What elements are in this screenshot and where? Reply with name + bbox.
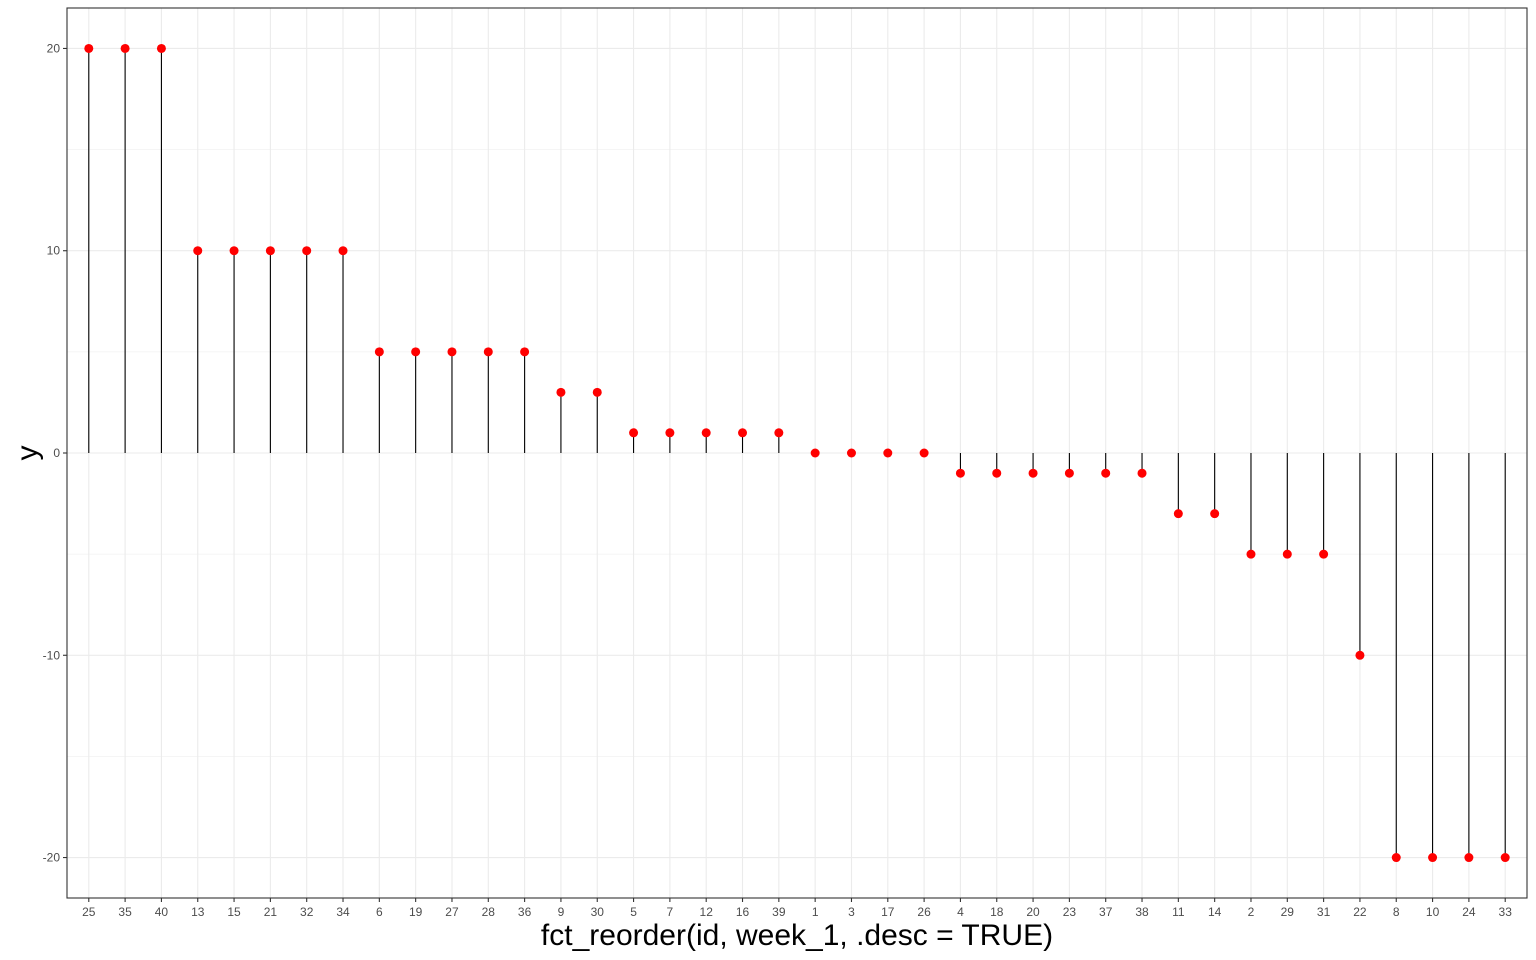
point-40 [156,43,166,53]
x-tick-label: 23 [1063,905,1077,919]
x-tick-label: 38 [1135,905,1149,919]
point-28 [483,347,493,357]
x-axis-ticks: 25 35 40 13 15 21 32 34 6 19 27 28 36 9 30 5 7 12 16 39 1 3 17… [82,898,1512,919]
x-tick-label: 19 [409,905,423,919]
x-tick-label: 25 [82,905,96,919]
x-tick-label: 28 [482,905,496,919]
y-axis-title: y [11,446,44,461]
point-32 [302,246,312,256]
point-21 [265,246,275,256]
point-3 [846,448,856,458]
point-2 [1246,549,1256,559]
x-tick-label: 24 [1462,905,1476,919]
data-points [84,43,1510,863]
point-12 [701,428,711,438]
point-24 [1464,853,1474,863]
x-tick-label: 20 [1026,905,1040,919]
x-tick-label: 39 [772,905,786,919]
x-tick-label: 4 [957,905,964,919]
x-tick-label: 16 [736,905,750,919]
point-17 [883,448,893,458]
x-tick-label: 3 [848,905,855,919]
point-20 [1028,468,1038,478]
x-tick-label: 21 [264,905,278,919]
x-tick-label: 10 [1426,905,1440,919]
point-13 [193,246,203,256]
point-36 [520,347,530,357]
point-39 [774,428,784,438]
point-29 [1282,549,1292,559]
y-tick-label: 0 [53,446,60,460]
y-axis-ticks: -20 -10 0 10 20 [43,41,67,865]
x-tick-label: 13 [191,905,205,919]
point-37 [1101,468,1111,478]
x-tick-label: 12 [700,905,714,919]
x-tick-label: 15 [227,905,241,919]
x-tick-label: 22 [1353,905,1367,919]
point-6 [374,347,384,357]
point-34 [338,246,348,256]
point-25 [84,43,94,53]
x-tick-label: 33 [1499,905,1513,919]
x-tick-label: 30 [591,905,605,919]
stems [88,48,1506,858]
point-18 [992,468,1002,478]
point-1 [810,448,820,458]
point-19 [411,347,421,357]
point-27 [447,347,457,357]
major-gridlines [67,8,1527,898]
x-tick-label: 5 [630,905,637,919]
x-tick-label: 14 [1208,905,1222,919]
point-38 [1137,468,1147,478]
point-4 [955,468,965,478]
point-8 [1391,853,1401,863]
point-11 [1173,509,1183,519]
x-tick-label: 9 [558,905,565,919]
y-tick-label: -20 [43,851,61,865]
point-7 [665,428,675,438]
x-tick-label: 6 [376,905,383,919]
x-tick-label: 40 [155,905,169,919]
x-axis-title: fct_reorder(id, week_1, .desc = TRUE) [541,919,1053,952]
point-5 [629,428,639,438]
x-tick-label: 36 [518,905,532,919]
x-tick-label: 26 [917,905,931,919]
x-tick-label: 35 [118,905,132,919]
x-tick-label: 27 [445,905,459,919]
x-tick-label: 17 [881,905,895,919]
point-31 [1319,549,1329,559]
x-tick-label: 7 [667,905,674,919]
x-tick-label: 11 [1172,905,1185,919]
point-26 [919,448,929,458]
point-10 [1428,853,1438,863]
y-tick-label: -10 [43,648,61,662]
point-35 [120,43,130,53]
point-30 [592,387,602,397]
y-tick-label: 20 [47,41,61,55]
point-23 [1064,468,1074,478]
x-tick-label: 1 [812,905,819,919]
x-tick-label: 32 [300,905,314,919]
y-tick-label: 10 [47,244,61,258]
x-tick-label: 34 [336,905,350,919]
point-9 [556,387,566,397]
point-22 [1355,650,1365,660]
x-tick-label: 37 [1099,905,1113,919]
x-tick-label: 31 [1317,905,1331,919]
point-15 [229,246,239,256]
point-14 [1210,509,1220,519]
x-tick-label: 29 [1281,905,1295,919]
x-tick-label: 2 [1248,905,1255,919]
point-33 [1500,853,1510,863]
point-16 [738,428,748,438]
x-tick-label: 18 [990,905,1004,919]
x-tick-label: 8 [1393,905,1400,919]
